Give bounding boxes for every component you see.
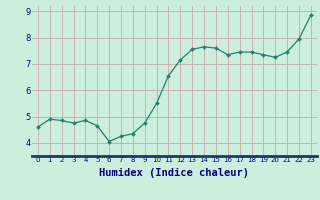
X-axis label: Humidex (Indice chaleur): Humidex (Indice chaleur) <box>100 168 249 178</box>
